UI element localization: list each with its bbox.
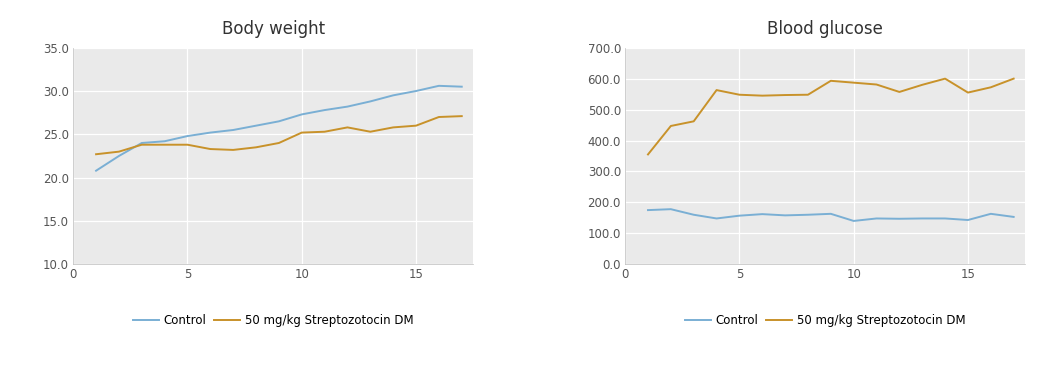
Control — [364, 99, 377, 103]
Legend: Control, 50 mg/kg Streptozotocin DM: Control, 50 mg/kg Streptozotocin DM — [680, 309, 971, 331]
50 mg/kg Streptozotocin DM — [939, 76, 952, 81]
Line: 50 mg/kg Streptozotocin DM: 50 mg/kg Streptozotocin DM — [96, 116, 461, 154]
Control — [341, 104, 354, 109]
50 mg/kg Streptozotocin DM — [984, 85, 997, 90]
Title: Body weight: Body weight — [222, 20, 324, 38]
Control — [158, 139, 170, 143]
50 mg/kg Streptozotocin DM — [250, 145, 263, 149]
50 mg/kg Streptozotocin DM — [893, 90, 906, 94]
50 mg/kg Streptozotocin DM — [824, 79, 837, 83]
Control — [455, 84, 468, 89]
Control — [250, 123, 263, 128]
Control — [893, 217, 906, 221]
Control — [318, 108, 331, 112]
50 mg/kg Streptozotocin DM — [410, 123, 423, 128]
50 mg/kg Streptozotocin DM — [387, 125, 400, 130]
Control — [1007, 215, 1020, 219]
50 mg/kg Streptozotocin DM — [341, 125, 354, 130]
50 mg/kg Streptozotocin DM — [733, 92, 746, 97]
50 mg/kg Streptozotocin DM — [364, 130, 377, 134]
50 mg/kg Streptozotocin DM — [847, 80, 860, 85]
Control — [273, 119, 286, 124]
Control — [227, 128, 240, 132]
50 mg/kg Streptozotocin DM — [710, 88, 723, 92]
50 mg/kg Streptozotocin DM — [295, 130, 308, 135]
Control — [90, 168, 103, 173]
Control — [756, 212, 769, 216]
Control — [801, 212, 814, 217]
50 mg/kg Streptozotocin DM — [801, 92, 814, 97]
Line: Control: Control — [96, 86, 461, 171]
Legend: Control, 50 mg/kg Streptozotocin DM: Control, 50 mg/kg Streptozotocin DM — [128, 309, 418, 331]
50 mg/kg Streptozotocin DM — [1007, 76, 1020, 81]
50 mg/kg Streptozotocin DM — [136, 142, 149, 147]
Control — [824, 212, 837, 216]
Control — [664, 207, 677, 211]
Control — [916, 216, 929, 221]
Control — [410, 89, 423, 93]
50 mg/kg Streptozotocin DM — [779, 93, 792, 97]
50 mg/kg Streptozotocin DM — [664, 124, 677, 128]
50 mg/kg Streptozotocin DM — [113, 149, 126, 154]
Control — [687, 212, 700, 217]
50 mg/kg Streptozotocin DM — [687, 119, 700, 124]
50 mg/kg Streptozotocin DM — [756, 94, 769, 98]
50 mg/kg Streptozotocin DM — [204, 147, 217, 151]
Control — [733, 214, 746, 218]
Control — [387, 93, 400, 98]
Control — [204, 130, 217, 135]
50 mg/kg Streptozotocin DM — [641, 152, 654, 157]
Control — [181, 134, 194, 138]
Control — [847, 219, 860, 223]
Control — [961, 218, 974, 222]
50 mg/kg Streptozotocin DM — [181, 142, 194, 147]
Control — [870, 216, 883, 221]
50 mg/kg Streptozotocin DM — [273, 141, 286, 145]
Control — [295, 112, 308, 117]
Control — [113, 154, 126, 158]
50 mg/kg Streptozotocin DM — [227, 148, 240, 152]
Control — [136, 141, 149, 145]
Control — [779, 213, 792, 218]
50 mg/kg Streptozotocin DM — [318, 130, 331, 134]
Control — [710, 216, 723, 221]
Control — [984, 212, 997, 216]
50 mg/kg Streptozotocin DM — [455, 114, 468, 118]
50 mg/kg Streptozotocin DM — [870, 82, 883, 87]
Line: Control: Control — [647, 209, 1014, 221]
Control — [939, 216, 952, 221]
Line: 50 mg/kg Streptozotocin DM: 50 mg/kg Streptozotocin DM — [647, 79, 1014, 155]
50 mg/kg Streptozotocin DM — [90, 152, 103, 156]
Title: Blood glucose: Blood glucose — [767, 20, 883, 38]
50 mg/kg Streptozotocin DM — [433, 115, 446, 119]
50 mg/kg Streptozotocin DM — [158, 142, 170, 147]
Control — [641, 208, 654, 212]
Control — [433, 84, 446, 88]
50 mg/kg Streptozotocin DM — [916, 83, 929, 87]
50 mg/kg Streptozotocin DM — [961, 90, 974, 95]
